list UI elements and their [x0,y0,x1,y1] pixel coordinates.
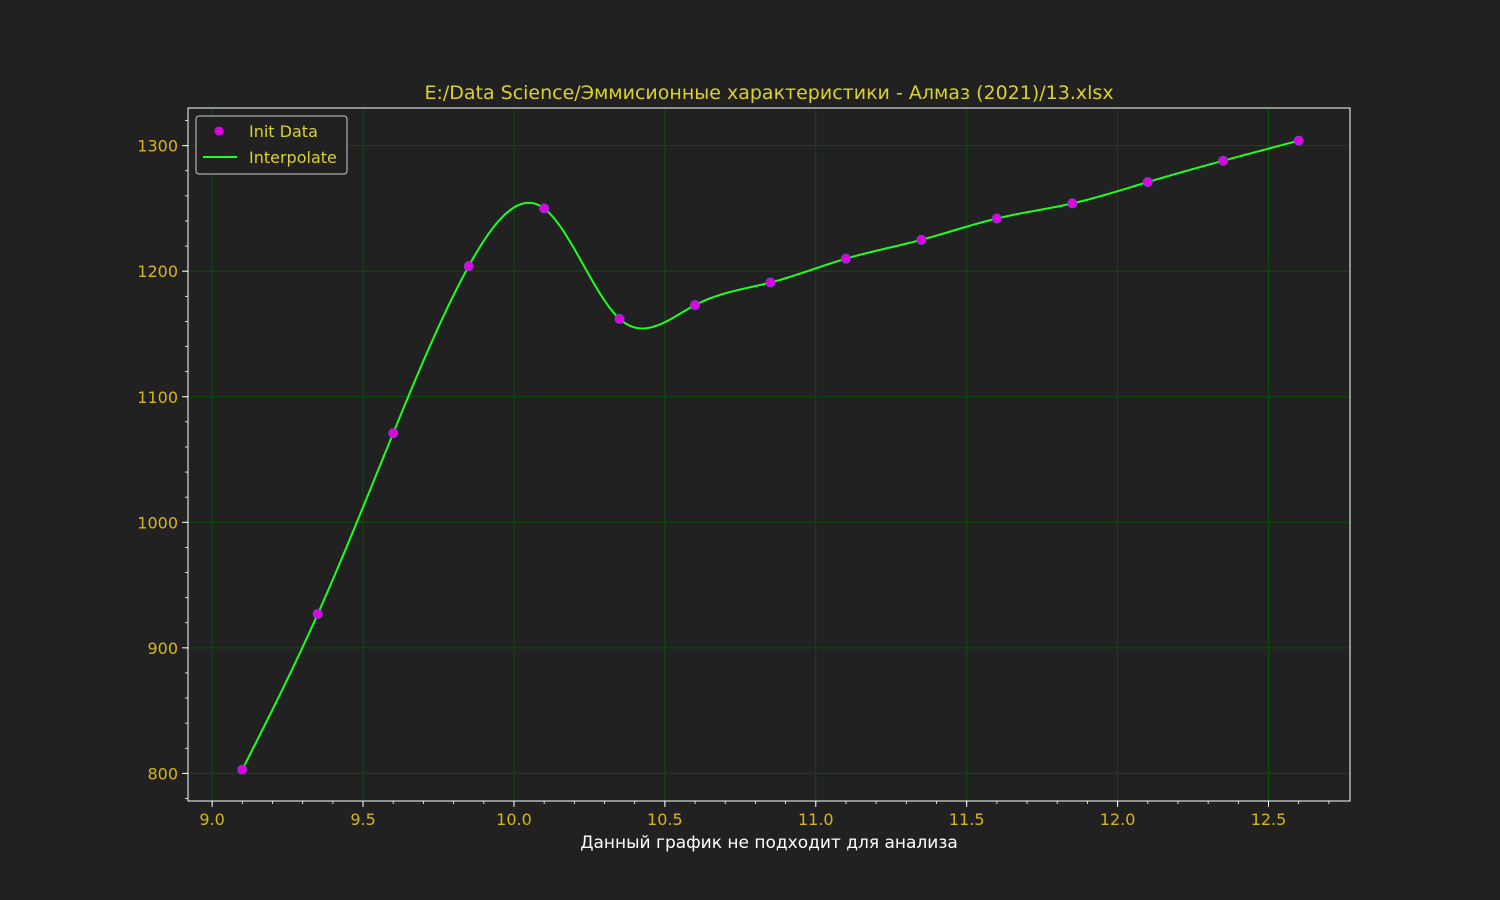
x-tick-label: 9.5 [350,810,375,829]
x-tick-label: 11.0 [798,810,834,829]
y-tick-label: 1100 [137,388,178,407]
x-tick-label: 10.5 [647,810,683,829]
legend-label-init-data: Init Data [249,122,318,141]
init-data-point [388,428,399,439]
x-tick-label: 12.5 [1251,810,1287,829]
y-tick-label: 800 [147,764,178,783]
init-data-point [312,608,323,619]
y-tick-label: 1000 [137,513,178,532]
init-data-point [614,313,625,324]
init-data-point [539,203,550,214]
x-tick-label: 11.5 [949,810,985,829]
init-data-point [916,234,927,245]
y-tick-label: 1300 [137,137,178,156]
plot-series [237,135,1304,775]
legend: Init Data Interpolate [195,115,348,175]
x-tick-label: 12.0 [1100,810,1136,829]
legend-label-interpolate: Interpolate [249,148,337,167]
init-data-point [991,213,1002,224]
init-data-point [840,253,851,264]
x-axis-ticks: 9.0 9.5 10.0 10.5 11.0 11.5 12.0 12.5 [199,801,1286,829]
y-tick-label: 900 [147,639,178,658]
x-axis-label: Данный график не подходит для анализа [580,833,958,853]
init-data-point [1293,135,1304,146]
x-tick-label: 10.0 [496,810,532,829]
init-data-point [1142,177,1153,188]
legend-box [195,115,348,175]
init-data-point [765,277,776,288]
init-data-point [1067,198,1078,209]
grid-lines [188,108,1350,801]
legend-marker-init-data [214,126,224,136]
init-data-point [237,764,248,775]
x-tick-label: 9.0 [199,810,224,829]
y-axis-ticks: 800 900 1000 1100 1200 1300 [137,137,188,783]
init-data-point [1218,155,1229,166]
init-data-point [690,300,701,311]
chart-title: E:/Data Science/Эммисионные характеристи… [424,82,1113,104]
init-data-point [463,261,474,272]
plot-frame [187,107,1351,802]
y-tick-label: 1200 [137,262,178,281]
